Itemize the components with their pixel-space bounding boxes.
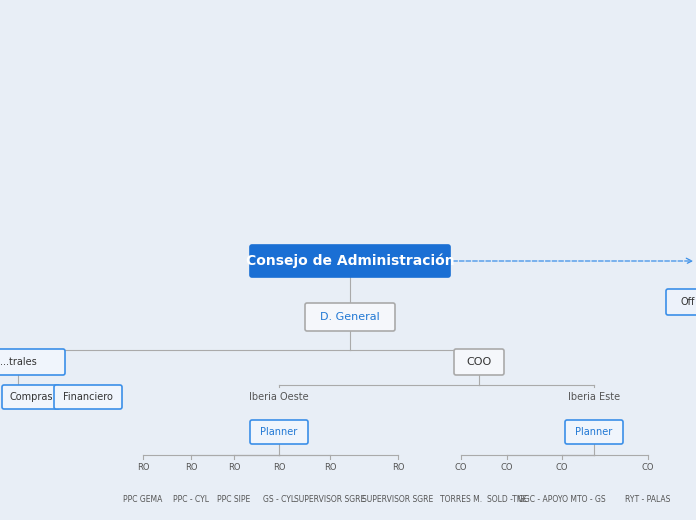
Text: Off: Off <box>681 297 695 307</box>
Text: Compras: Compras <box>9 392 53 402</box>
FancyBboxPatch shape <box>565 420 623 444</box>
Text: PPC - CYL: PPC - CYL <box>173 495 209 503</box>
Text: COO: COO <box>466 357 491 367</box>
Text: Consejo de Administración: Consejo de Administración <box>246 254 454 268</box>
Text: RO: RO <box>324 462 336 472</box>
FancyBboxPatch shape <box>2 385 60 409</box>
FancyBboxPatch shape <box>666 289 696 315</box>
Text: RO: RO <box>228 462 240 472</box>
Text: TORRES M.: TORRES M. <box>440 495 482 503</box>
Text: RO: RO <box>392 462 404 472</box>
Text: Iberia Este: Iberia Este <box>568 392 620 402</box>
FancyBboxPatch shape <box>250 420 308 444</box>
Text: Iberia Oeste: Iberia Oeste <box>249 392 309 402</box>
FancyBboxPatch shape <box>305 303 395 331</box>
FancyBboxPatch shape <box>250 245 450 277</box>
Text: SUPERVISOR SGRE: SUPERVISOR SGRE <box>294 495 365 503</box>
Text: CO: CO <box>642 462 654 472</box>
Text: SOLD -TNE: SOLD -TNE <box>487 495 527 503</box>
Text: RO: RO <box>136 462 149 472</box>
Text: RYT - PALAS: RYT - PALAS <box>625 495 671 503</box>
Text: GGC - APOYO MTO - GS: GGC - APOYO MTO - GS <box>519 495 606 503</box>
Text: Financiero: Financiero <box>63 392 113 402</box>
FancyBboxPatch shape <box>54 385 122 409</box>
Text: RO: RO <box>273 462 285 472</box>
Text: PPC GEMA: PPC GEMA <box>123 495 163 503</box>
Text: D. General: D. General <box>320 312 380 322</box>
Text: SUPERVISOR SGRE: SUPERVISOR SGRE <box>363 495 434 503</box>
FancyBboxPatch shape <box>0 349 65 375</box>
Text: CO: CO <box>555 462 568 472</box>
Text: RO: RO <box>184 462 197 472</box>
FancyBboxPatch shape <box>454 349 504 375</box>
Text: PPC SIPE: PPC SIPE <box>217 495 251 503</box>
Text: GS - CYL: GS - CYL <box>263 495 295 503</box>
Text: Planner: Planner <box>576 427 612 437</box>
Text: CO: CO <box>500 462 513 472</box>
Text: Planner: Planner <box>260 427 298 437</box>
Text: CO: CO <box>454 462 467 472</box>
Text: ...trales: ...trales <box>0 357 36 367</box>
